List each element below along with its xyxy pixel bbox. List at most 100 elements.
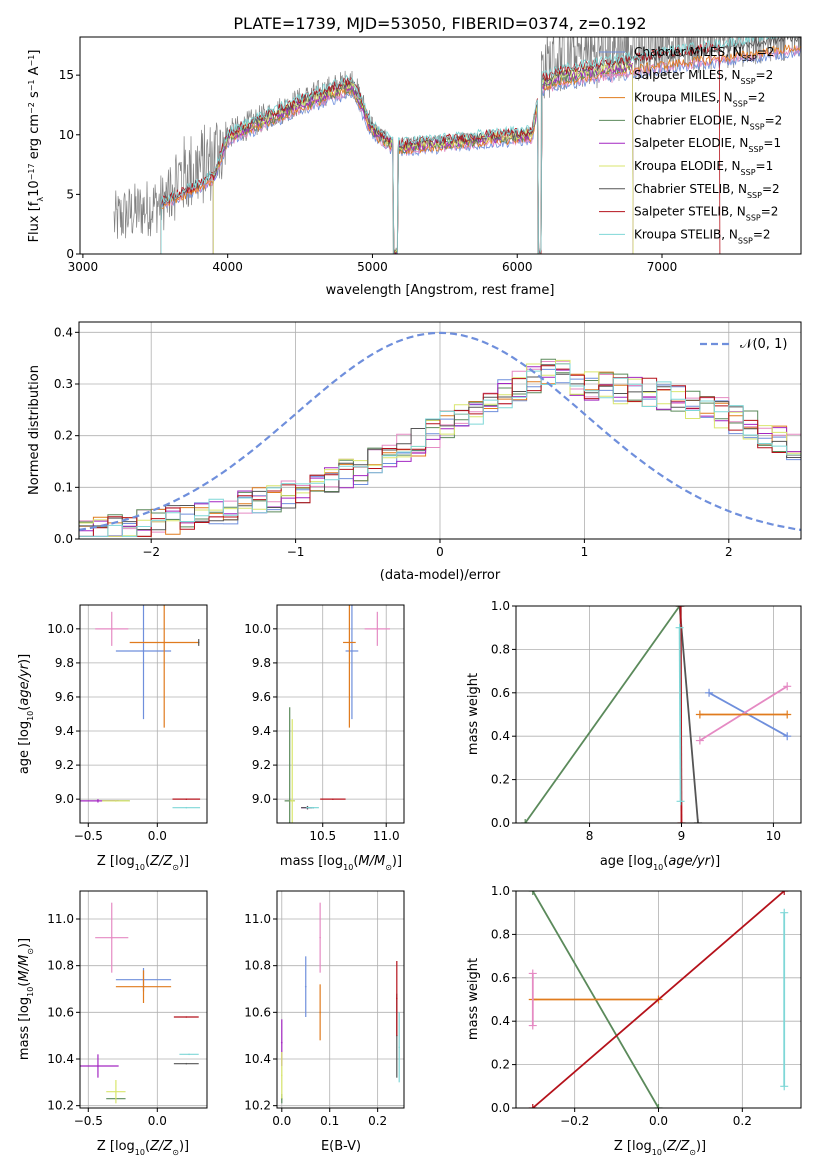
weight-marker-kroupa_stelib <box>675 623 684 632</box>
weight-marker-chabrier_elodie <box>528 891 537 895</box>
y-tick-label: 0.0 <box>54 532 73 546</box>
x-tick-label: 1 <box>581 545 589 559</box>
plot-area <box>80 605 201 809</box>
x-tick-label: 10 <box>766 829 781 843</box>
y-tick-label: 10.2 <box>47 1099 74 1113</box>
x-tick-label: 0.0 <box>272 1114 291 1128</box>
axes-age_vs_mass: 10.5 11.0 9.0 9.2 9.4 9.6 9.8 10.0 mass [log10(M… <box>244 604 405 872</box>
point-salpeter_elodie <box>97 1065 99 1067</box>
x-tick-label: −2 <box>142 545 160 559</box>
y-tick-label: 15 <box>59 68 74 82</box>
plot-area <box>79 331 801 537</box>
y-tick-label: 9.8 <box>252 656 271 670</box>
x-tick-label: −0.5 <box>74 829 103 843</box>
legend-label: Salpeter STELIB, NSSP=2 <box>634 205 778 223</box>
point-kroupa_elodie <box>115 800 117 802</box>
axes-mass_vs_Z: −0.5 0.0 10.2 10.4 10.6 10.8 11.0 Z [log10(Z/Z⊙… <box>17 890 208 1157</box>
point-salpeter_stelib <box>332 798 334 800</box>
x-tick-label: 5000 <box>357 260 388 274</box>
y-tick-label: 10.6 <box>47 1005 74 1019</box>
model-spectrum-kroupa_stelib <box>160 37 796 254</box>
axes-frame <box>515 605 802 824</box>
y-tick-label: 0.3 <box>54 377 73 391</box>
point-chabrier_stelib <box>197 641 200 644</box>
point-salpeter_miles <box>319 936 321 939</box>
y-tick-label: 9.6 <box>55 690 74 704</box>
legend-label: Salpeter MILES, NSSP=2 <box>634 68 773 86</box>
plot-area <box>280 902 401 1104</box>
x-tick-label: 2 <box>725 545 733 559</box>
x-tick-label: 7000 <box>647 260 678 274</box>
y-tick-label: 0.1 <box>54 480 73 494</box>
axes-frame <box>79 604 208 824</box>
point-salpeter_miles <box>110 628 113 630</box>
y-tick-label: 0 <box>66 247 74 261</box>
point-kroupa_elodie <box>291 800 294 802</box>
x-tick-label: 6000 <box>502 260 533 274</box>
plot-area <box>113 37 801 254</box>
weight-marker-salpeter_stelib <box>780 891 789 895</box>
y-tick-label: 0.0 <box>491 1101 510 1115</box>
x-axis-label: age [log10(age/yr)] <box>600 854 720 872</box>
y-tick-label: 5 <box>66 187 74 201</box>
gaussian-curve <box>79 331 801 531</box>
legend-label: Chabrier ELODIE, NSSP=2 <box>634 113 782 130</box>
weight-line-salpeter_miles <box>699 685 788 742</box>
legend-label: Kroupa STELIB, NSSP=2 <box>634 227 771 245</box>
figure-title: PLATE=1739, MJD=53050, FIBERID=0374, z=0… <box>233 14 646 33</box>
x-tick-label: 8 <box>586 829 594 843</box>
x-tick-label: 4000 <box>212 260 243 274</box>
axes-frame <box>276 890 405 1109</box>
y-tick-label: 9.2 <box>252 758 271 772</box>
weight-marker-kroupa_miles <box>695 710 704 719</box>
point-kroupa_stelib <box>185 806 188 809</box>
model-spectrum-salpeter_elodie <box>212 61 634 254</box>
weight-marker-chabrier_stelib <box>675 606 684 610</box>
y-tick-label: 1.0 <box>491 884 510 898</box>
y-tick-label: 9.2 <box>55 758 74 772</box>
point-kroupa_miles <box>319 1011 321 1014</box>
point-kroupa_miles <box>348 641 351 644</box>
y-tick-label: 0.4 <box>54 325 73 339</box>
x-tick-label: 0.0 <box>148 1114 167 1128</box>
y-tick-label: 0.6 <box>491 686 510 700</box>
plot-area <box>528 891 789 1108</box>
y-axis-label: Normed distribution <box>27 365 42 495</box>
point-kroupa_stelib <box>188 1053 190 1056</box>
point-salpeter_elodie <box>97 800 99 802</box>
weight-marker-chabrier_miles <box>705 688 714 697</box>
y-axis-label: Flux [fλ10−17 erg cm−2 s−1 A−1] <box>27 50 45 243</box>
point-salpeter_stelib <box>185 1016 188 1018</box>
y-tick-label: 10.0 <box>244 622 271 636</box>
weight-marker-kroupa_miles <box>783 710 792 719</box>
y-tick-label: 0.8 <box>491 927 510 941</box>
legend-label: Salpeter ELODIE, NSSP=1 <box>634 136 781 154</box>
weight-marker-kroupa_stelib <box>676 797 685 806</box>
weight-marker-kroupa_stelib <box>780 1082 789 1091</box>
point-kroupa_miles <box>163 641 166 644</box>
x-axis-label: Z [log10(Z/Z⊙)] <box>97 1139 189 1157</box>
weight-marker-chabrier_elodie <box>521 819 530 823</box>
legend-label: Chabrier STELIB, NSSP=2 <box>634 182 780 200</box>
model-spectrum-chabrier_miles <box>160 47 801 254</box>
plot-area <box>521 606 792 823</box>
histogram-kroupa_stelib <box>79 363 801 537</box>
y-tick-label: 9.6 <box>252 690 271 704</box>
plot-area <box>284 605 391 823</box>
weight-line-chabrier_stelib <box>678 606 699 823</box>
weight-line-kroupa_stelib <box>678 627 682 802</box>
axes-age_vs_Z: −0.5 0.0 9.0 9.2 9.4 9.6 9.8 10.0 Z [log10(Z/Z⊙)… <box>17 604 208 872</box>
weight-marker-salpeter_stelib <box>528 1104 537 1108</box>
y-tick-label: 9.4 <box>55 724 74 738</box>
axes-weight_vs_Z: −0.2 0.0 0.2 0.0 0.2 0.4 0.6 0.8 1.0 Z [log10(Z/Z… <box>466 884 802 1157</box>
point-kroupa_elodie <box>280 1074 283 1077</box>
weight-marker-salpeter_miles <box>783 682 792 691</box>
weight-marker-kroupa_stelib <box>780 908 789 917</box>
legend-label: Chabrier MILES, NSSP=2 <box>634 45 774 63</box>
weight-marker-salpeter_miles <box>528 1021 537 1030</box>
x-axis-label: mass [log10(M/M⊙)] <box>280 854 402 872</box>
point-salpeter_miles <box>110 936 113 939</box>
y-tick-label: 0.6 <box>491 971 510 985</box>
